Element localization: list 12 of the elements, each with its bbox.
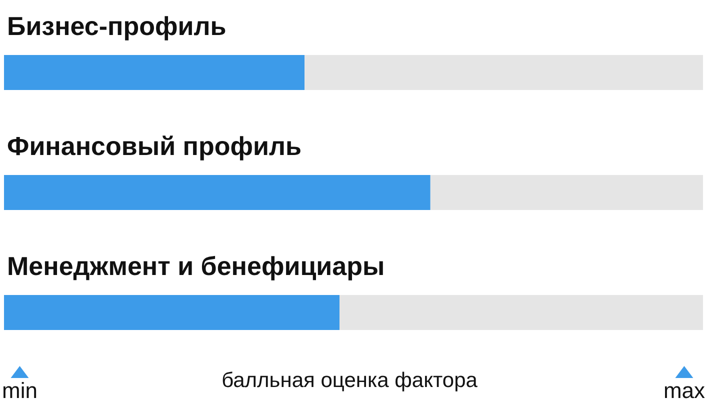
bar: [4, 295, 340, 330]
y-tick-label: Бизнес-профиль: [7, 11, 226, 41]
bar: [430, 175, 703, 210]
y-tick-label: Менеджмент и бенефициары: [7, 251, 385, 281]
text: max: [663, 378, 705, 403]
x-axis-title: балльная оценка фактора: [222, 369, 478, 392]
bar: [304, 55, 703, 90]
bar: [4, 55, 305, 90]
bar: [340, 295, 703, 330]
y-tick-label: Финансовый профиль: [7, 131, 302, 161]
text: min: [2, 378, 38, 403]
bar: [4, 175, 430, 210]
